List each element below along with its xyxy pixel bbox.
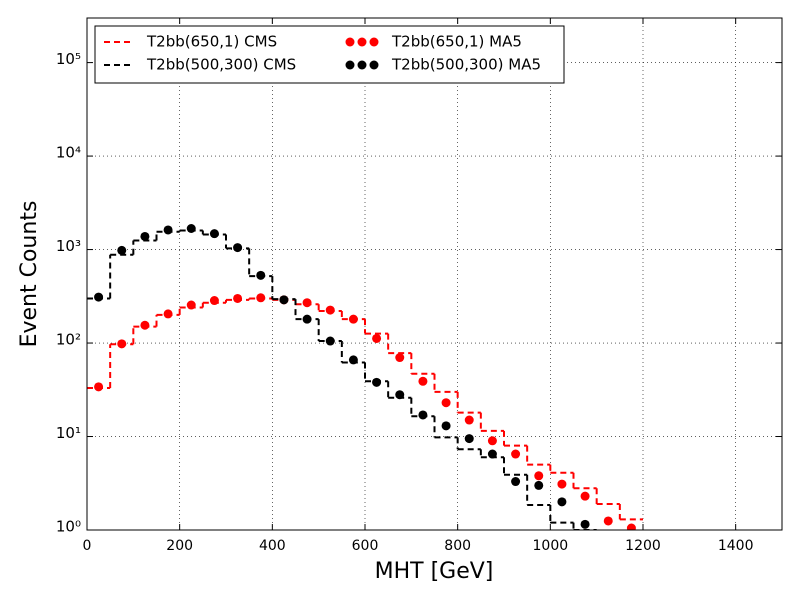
point [325,336,335,346]
point [441,398,451,408]
legend-box [94,25,565,84]
x-tick-label: 1000 [533,538,569,554]
point [418,410,428,420]
x-tick-label: 400 [259,538,286,554]
point [140,231,150,241]
point [348,314,358,324]
point [603,516,613,526]
point [418,376,428,386]
point [557,479,567,489]
point [117,245,127,255]
point [279,295,289,305]
point [372,333,382,343]
point [94,382,104,392]
point [557,497,567,507]
legend-label: T2bb(500,300) MA5 [391,56,541,74]
y-tick-label: 10² [56,331,81,349]
x-axis-label: MHT [GeV] [375,559,494,584]
point [372,377,382,387]
legend-marker [345,60,355,70]
legend-marker [357,60,367,70]
point [487,449,497,459]
x-tick-label: 1200 [625,538,661,554]
legend-marker [369,60,379,70]
point [256,270,266,280]
legend-label: T2bb(500,300) CMS [146,56,296,74]
point [117,339,127,349]
x-tick-label: 600 [352,538,379,554]
y-tick-label: 10⁵ [56,50,81,68]
legend-marker [357,37,367,47]
plot-area [87,223,643,530]
point [94,292,104,302]
point [511,449,521,459]
point [348,355,358,365]
point [256,293,266,303]
point [487,436,497,446]
point [233,243,243,253]
legend-marker [369,37,379,47]
point [186,223,196,233]
point [209,229,219,239]
point [163,225,173,235]
point [395,353,405,363]
point [395,390,405,400]
point [233,293,243,303]
legend-marker [345,37,355,47]
point [441,421,451,431]
point [302,314,312,324]
x-tick-label: 1400 [718,538,754,554]
x-tick-label: 800 [444,538,471,554]
point [302,298,312,308]
legend-label: T2bb(650,1) CMS [146,33,277,51]
point [464,415,474,425]
plot-frame [86,17,783,531]
point [464,434,474,444]
y-tick-label: 10¹ [56,424,81,442]
point [534,480,544,490]
point [580,519,590,529]
point [626,523,636,530]
y-tick-label: 10⁰ [56,518,81,536]
point [534,471,544,481]
point [186,300,196,310]
x-tick-label: 200 [166,538,193,554]
point [140,320,150,330]
y-tick-label: 10³ [56,237,81,255]
y-tick-label: 10⁴ [56,144,81,162]
x-tick-label: 0 [83,538,92,554]
point [209,296,219,306]
point [580,491,590,501]
point [511,477,521,487]
point [325,305,335,315]
y-axis-label: Event Counts [17,201,42,348]
point [163,309,173,319]
legend-label: T2bb(650,1) MA5 [391,33,522,51]
